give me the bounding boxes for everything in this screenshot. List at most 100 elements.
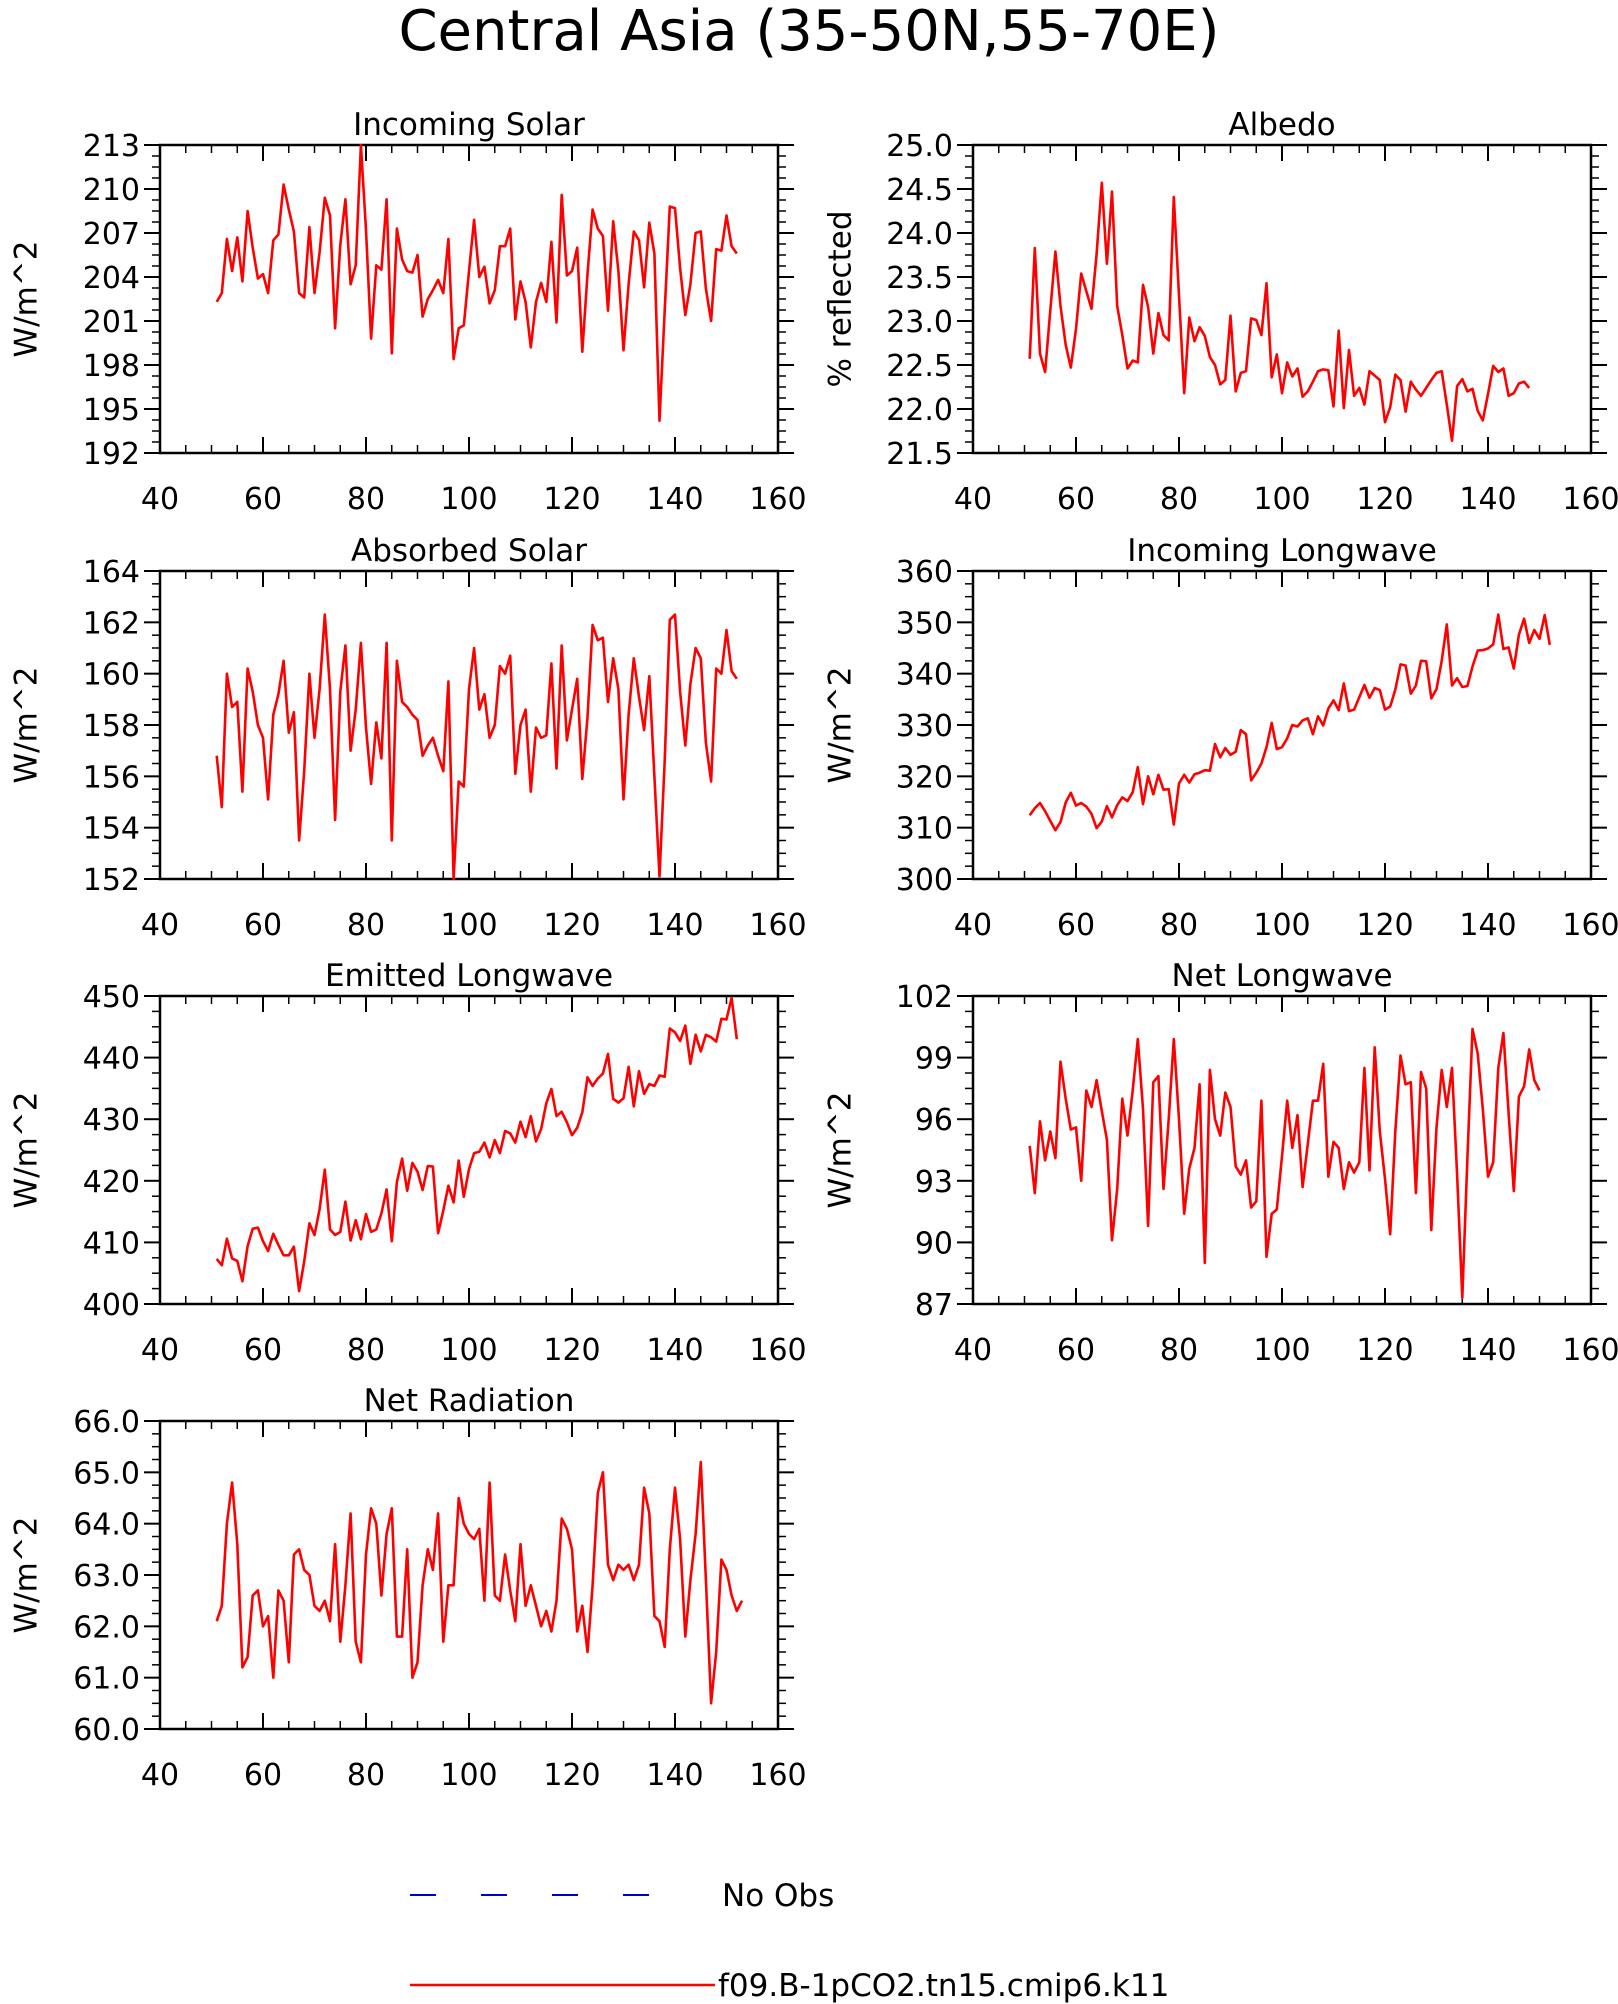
y-tick-label: 198: [83, 349, 140, 384]
panel-title: Emitted Longwave: [325, 958, 613, 994]
y-tick-label: 152: [83, 863, 140, 898]
x-tick-label: 120: [1356, 1333, 1413, 1368]
x-tick-label: 140: [1459, 482, 1516, 517]
x-tick-label: 40: [954, 908, 992, 943]
y-tick-label: 64.0: [73, 1508, 140, 1543]
panel-5: Emitted Longwave W/m^2 40 60 80 100 120 140 160 4…: [9, 958, 807, 1368]
y-tick-label: 25.0: [886, 129, 953, 164]
y-tick-label: 99: [915, 1042, 953, 1077]
x-tick-label: 100: [440, 1333, 497, 1368]
plot-frame: [971, 143, 1593, 455]
y-tick-label: 96: [915, 1103, 953, 1138]
x-tick-label: 60: [244, 1333, 282, 1368]
y-tick-label: 87: [915, 1288, 953, 1323]
x-tick-label: 80: [347, 1333, 385, 1368]
panel-6: Net Longwave W/m^2 40 60 80 100 120 140 160 87 90 9…: [823, 958, 1618, 1368]
series-line: [1028, 613, 1552, 832]
y-axis-label: W/m^2: [9, 1517, 45, 1634]
plot-frame: [158, 1419, 780, 1731]
y-tick-label: 102: [896, 980, 953, 1015]
y-tick-label: 24.5: [886, 173, 953, 208]
y-axis-label: % reflected: [823, 211, 859, 388]
plot-frame: [158, 143, 780, 455]
y-axis-label: W/m^2: [823, 1092, 859, 1209]
y-tick-label: 158: [83, 709, 140, 744]
x-tick-label: 120: [543, 908, 600, 943]
panels: Incoming Solar W/m^2 40 60 80 100 120 140 160 192…: [9, 107, 1618, 1793]
y-tick-label: 23.0: [886, 305, 953, 340]
series-line: [215, 613, 738, 881]
y-tick-label: 420: [83, 1165, 140, 1200]
y-tick-label: 340: [896, 658, 953, 693]
y-tick-label: 410: [83, 1226, 140, 1261]
y-tick-label: 63.0: [73, 1559, 140, 1594]
x-tick-label: 80: [347, 1758, 385, 1793]
panel-title: Net Radiation: [364, 1383, 575, 1419]
y-tick-label: 21.5: [886, 437, 953, 472]
y-tick-label: 360: [896, 555, 953, 590]
y-tick-label: 204: [83, 261, 140, 296]
x-tick-label: 160: [749, 482, 806, 517]
panel-3: Absorbed Solar W/m^2 40 60 80 100 120 140 160 152…: [9, 533, 807, 943]
y-axis-label: W/m^2: [9, 667, 45, 784]
x-tick-label: 60: [1057, 1333, 1095, 1368]
series-line: [1028, 181, 1531, 443]
x-tick-label: 140: [646, 1758, 703, 1793]
y-tick-label: 213: [83, 129, 140, 164]
y-axis-label: W/m^2: [823, 667, 859, 784]
x-tick-label: 160: [1562, 908, 1618, 943]
y-tick-label: 207: [83, 217, 140, 252]
y-tick-label: 154: [83, 812, 140, 847]
y-tick-label: 23.5: [886, 261, 953, 296]
x-tick-label: 80: [1160, 482, 1198, 517]
plot-frame: [158, 994, 780, 1306]
y-tick-label: 310: [896, 812, 953, 847]
x-tick-label: 100: [440, 482, 497, 517]
y-tick-label: 65.0: [73, 1456, 140, 1491]
series-line: [215, 1460, 744, 1705]
panel-title: Incoming Solar: [353, 107, 585, 143]
y-tick-label: 90: [915, 1226, 953, 1261]
panel-title: Incoming Longwave: [1127, 533, 1437, 569]
x-tick-label: 40: [954, 1333, 992, 1368]
x-tick-label: 120: [543, 482, 600, 517]
x-tick-label: 140: [646, 1333, 703, 1368]
y-tick-label: 201: [83, 305, 140, 340]
x-tick-label: 80: [347, 482, 385, 517]
series-line: [215, 143, 738, 423]
x-tick-label: 80: [1160, 908, 1198, 943]
x-tick-label: 160: [1562, 1333, 1618, 1368]
x-tick-label: 40: [141, 1333, 179, 1368]
panel-7: Net Radiation W/m^2 40 60 80 100 120 140 160 60.0…: [9, 1383, 807, 1793]
x-tick-label: 140: [1459, 1333, 1516, 1368]
panel-title: Albedo: [1228, 107, 1335, 143]
y-tick-label: 400: [83, 1288, 140, 1323]
x-tick-label: 100: [1253, 482, 1310, 517]
y-tick-label: 300: [896, 863, 953, 898]
y-tick-label: 330: [896, 709, 953, 744]
x-tick-label: 120: [543, 1758, 600, 1793]
y-tick-label: 61.0: [73, 1662, 140, 1697]
legend-obs-label: No Obs: [722, 1878, 834, 1914]
series-line: [1028, 1027, 1541, 1300]
x-tick-label: 100: [440, 908, 497, 943]
y-tick-label: 22.0: [886, 393, 953, 428]
x-tick-label: 40: [141, 908, 179, 943]
y-tick-label: 192: [83, 437, 140, 472]
y-tick-label: 440: [83, 1042, 140, 1077]
x-tick-label: 60: [244, 908, 282, 943]
x-tick-label: 80: [1160, 1333, 1198, 1368]
series-line: [215, 996, 739, 1293]
main-title: Central Asia (35-50N,55-70E): [398, 0, 1219, 64]
y-tick-label: 66.0: [73, 1405, 140, 1440]
x-tick-label: 160: [1562, 482, 1618, 517]
panel-4: Incoming Longwave W/m^2 40 60 80 100 120 140 160…: [823, 533, 1618, 943]
y-tick-label: 195: [83, 393, 140, 428]
panel-1: Incoming Solar W/m^2 40 60 80 100 120 140 160 192…: [9, 107, 807, 517]
x-tick-label: 140: [646, 482, 703, 517]
y-tick-label: 22.5: [886, 349, 953, 384]
y-tick-label: 60.0: [73, 1713, 140, 1748]
plot-frame: [158, 569, 780, 881]
x-tick-label: 120: [543, 1333, 600, 1368]
y-tick-label: 350: [896, 606, 953, 641]
